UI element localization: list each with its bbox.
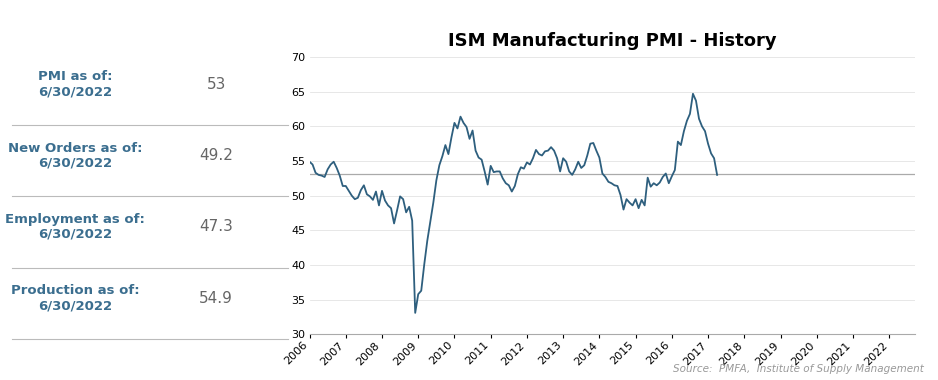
Text: 47.3: 47.3 bbox=[199, 220, 233, 234]
Text: ISM Manufacturing PMI Index: ISM Manufacturing PMI Index bbox=[273, 8, 665, 32]
Text: 49.2: 49.2 bbox=[199, 148, 233, 163]
Text: New Orders as of:
6/30/2022: New Orders as of: 6/30/2022 bbox=[8, 141, 143, 169]
Text: Source:  PMFA,  Institute of Supply Management: Source: PMFA, Institute of Supply Manage… bbox=[673, 364, 924, 374]
Text: Production as of:
6/30/2022: Production as of: 6/30/2022 bbox=[10, 284, 140, 312]
Text: Employment as of:
6/30/2022: Employment as of: 6/30/2022 bbox=[5, 213, 145, 241]
Text: PMI as of:
6/30/2022: PMI as of: 6/30/2022 bbox=[38, 70, 113, 98]
Text: 54.9: 54.9 bbox=[199, 291, 233, 306]
Title: ISM Manufacturing PMI - History: ISM Manufacturing PMI - History bbox=[447, 32, 777, 50]
Text: 53: 53 bbox=[206, 77, 226, 92]
